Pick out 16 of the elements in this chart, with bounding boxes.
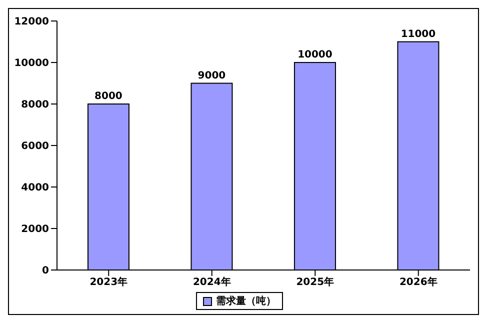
- x-tick-label: 2024年: [192, 276, 231, 288]
- x-tick-label: 2025年: [296, 276, 334, 288]
- data-label: 10000: [298, 50, 332, 60]
- data-label: 8000: [94, 91, 122, 102]
- y-tick-label: 12000: [14, 16, 50, 28]
- y-tick-label: 8000: [21, 100, 50, 111]
- x-tick-label: 2026年: [399, 276, 438, 288]
- legend-label: 需求量（吨）: [215, 294, 276, 308]
- data-label: 11000: [400, 28, 436, 40]
- y-tick-label: 0: [42, 266, 50, 277]
- y-tick-label: 10000: [14, 58, 50, 70]
- y-tick-label: 4000: [21, 182, 50, 194]
- x-tick-label: 2023年: [90, 276, 128, 288]
- data-label: 9000: [198, 70, 226, 82]
- y-tick-label: 6000: [21, 141, 50, 152]
- y-tick-label: 2000: [21, 224, 50, 236]
